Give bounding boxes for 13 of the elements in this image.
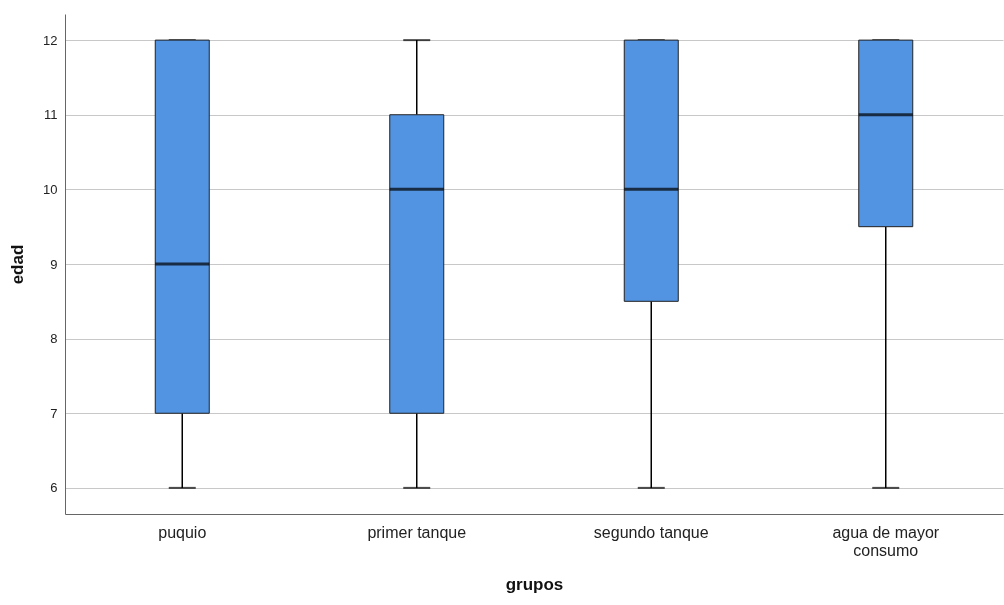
x-axis-title: grupos (505, 574, 564, 594)
y-tick-label: 6 (50, 480, 58, 496)
y-tick-label: 10 (43, 181, 58, 197)
x-tick-label: primer tanque (367, 523, 467, 541)
x-tick-label: agua de mayor consumo (832, 523, 940, 559)
x-tick-label: segundo tanque (593, 523, 709, 541)
y-tick-label: 12 (43, 32, 58, 48)
y-tick-label: 7 (50, 405, 58, 421)
y-tick-label: 8 (50, 331, 58, 347)
y-axis-title: edad (8, 244, 28, 285)
y-tick-label: 11 (44, 107, 58, 123)
y-tick-label: 9 (50, 256, 58, 272)
x-tick-label: puquio (158, 523, 207, 541)
